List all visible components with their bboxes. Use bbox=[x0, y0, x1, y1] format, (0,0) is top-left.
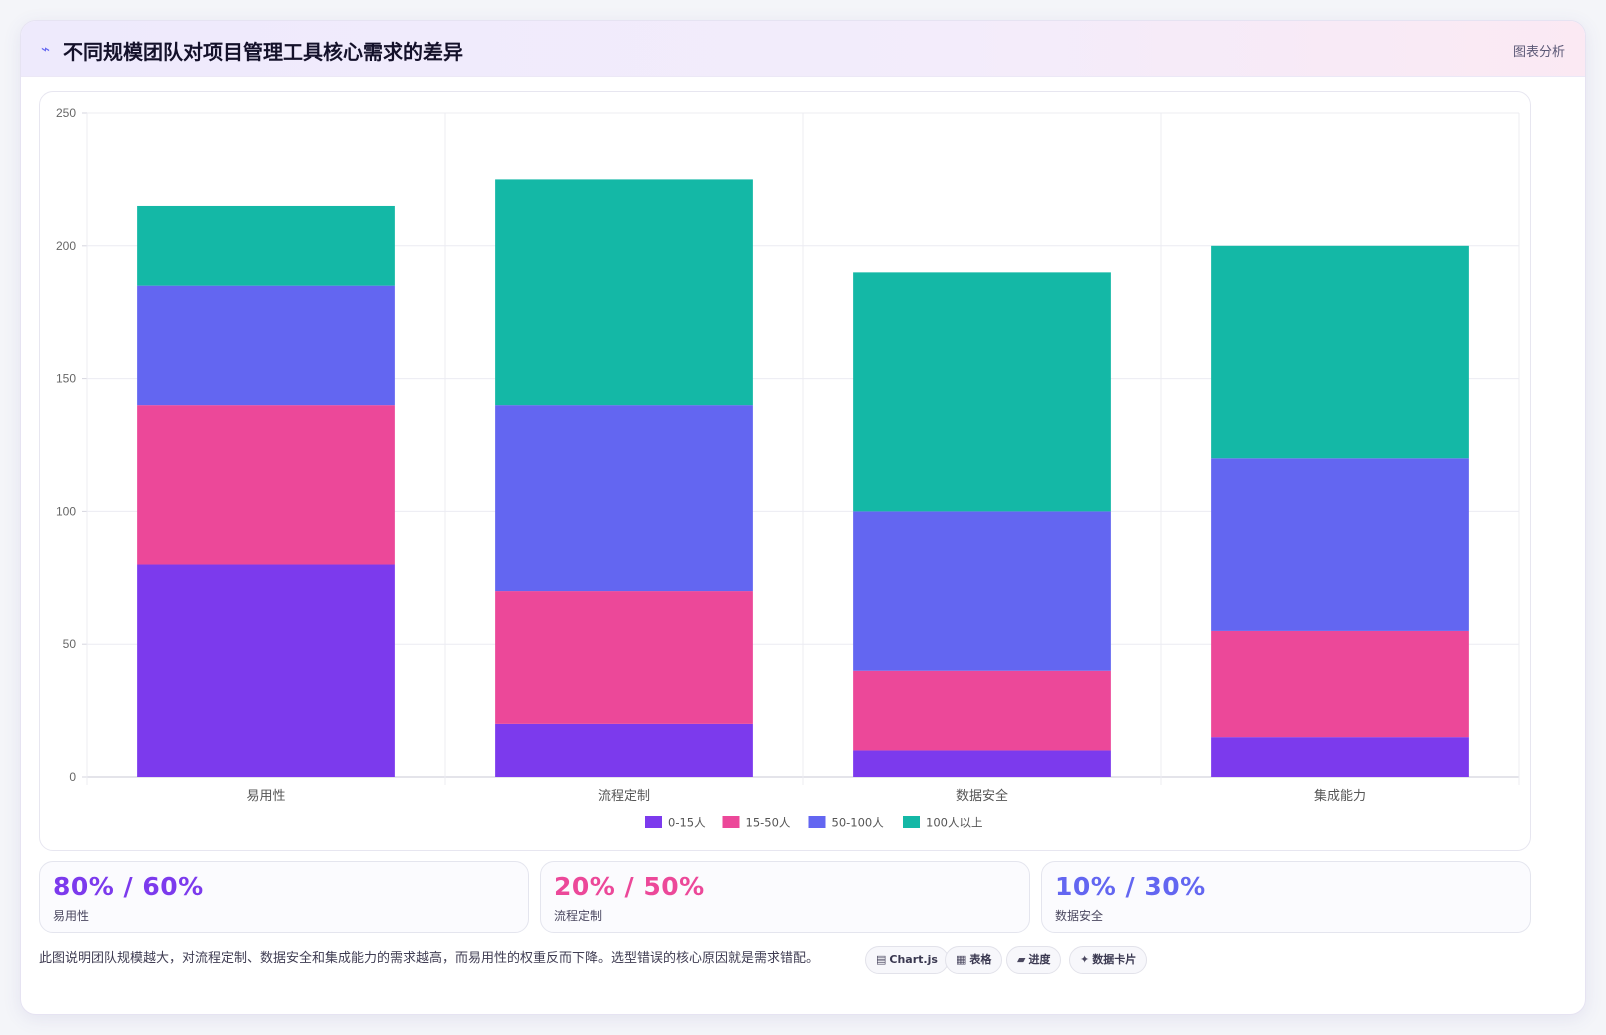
stacked-bar-chart: 0 50 100 150 200 250 易用性 流程定制 数据安全 集成能力 0-15人 15-50… bbox=[56, 106, 1520, 830]
x-tick-label: 数据安全 bbox=[956, 788, 1008, 804]
stat-label: 数据安全 bbox=[1055, 909, 1104, 923]
bar-segment bbox=[1211, 245, 1469, 459]
stat-value: 80% / 60% bbox=[53, 872, 204, 901]
legend-swatch bbox=[903, 816, 920, 828]
x-tick-label: 流程定制 bbox=[598, 789, 650, 804]
y-tick-label: 150 bbox=[56, 372, 76, 386]
bar-segment bbox=[1211, 630, 1469, 738]
card-header: ⌁ 不同规模团队对项目管理工具核心需求的差异 图表分析 bbox=[21, 21, 1585, 77]
bar-segment bbox=[495, 723, 753, 777]
legend-swatch bbox=[808, 816, 826, 828]
y-tick-label: 250 bbox=[56, 106, 76, 120]
page-title: 不同规模团队对项目管理工具核心需求的差异 bbox=[63, 40, 463, 64]
bar-segment bbox=[495, 179, 753, 406]
stat-card-security: 10% / 30% 数据安全 bbox=[1041, 861, 1531, 933]
legend-label: 0-15人 bbox=[668, 816, 706, 830]
sparkle-icon: ✦ bbox=[1080, 953, 1090, 966]
bar-segment bbox=[495, 591, 753, 724]
chart-line-icon: ⌁ bbox=[41, 40, 51, 58]
chip-label: Chart.js bbox=[889, 953, 938, 966]
legend-label: 100人以上 bbox=[926, 816, 982, 830]
bar-segment bbox=[495, 405, 753, 592]
bar-segment bbox=[853, 511, 1111, 671]
bar-segment bbox=[137, 205, 395, 286]
legend-swatch bbox=[722, 816, 740, 828]
bar-segment bbox=[1211, 737, 1469, 777]
chip-table[interactable]: ▦ 表格 bbox=[945, 946, 1003, 974]
bar-segment bbox=[1211, 458, 1469, 631]
x-tick-label: 集成能力 bbox=[1314, 788, 1366, 804]
chip-chartjs[interactable]: ▤ Chart.js bbox=[865, 946, 949, 974]
chart-area: 0 50 100 150 200 250 易用性 流程定制 数据安全 集成能力 0-15人 15-50… bbox=[39, 91, 1531, 851]
legend-label: 50-100人 bbox=[832, 816, 885, 830]
progress-icon: ▰ bbox=[1017, 953, 1026, 966]
chip-label: 表格 bbox=[969, 953, 992, 966]
legend-label: 15-50人 bbox=[746, 816, 791, 830]
table-icon: ▦ bbox=[956, 953, 967, 966]
bar-segment bbox=[137, 564, 395, 777]
chart-icon: ▤ bbox=[876, 953, 887, 966]
header-tag: 图表分析 bbox=[1512, 45, 1565, 60]
stat-label: 流程定制 bbox=[554, 909, 603, 923]
y-tick-label: 50 bbox=[63, 637, 77, 651]
stat-card-workflow: 20% / 50% 流程定制 bbox=[540, 861, 1030, 933]
y-tick-label: 0 bbox=[69, 770, 76, 784]
chip-label: 数据卡片 bbox=[1092, 953, 1137, 966]
x-tick-label: 易用性 bbox=[246, 789, 285, 804]
bar-segment bbox=[853, 670, 1111, 751]
chip-data-card[interactable]: ✦ 数据卡片 bbox=[1069, 946, 1148, 974]
chart-note: 此图说明团队规模越大，对流程定制、数据安全和集成能力的需求越高，而易用性的权重反… bbox=[39, 951, 820, 966]
bar-segment bbox=[853, 750, 1111, 777]
stat-value: 20% / 50% bbox=[554, 872, 705, 901]
chart-card: ⌁ 不同规模团队对项目管理工具核心需求的差异 图表分析 0 50 100 150 200… bbox=[20, 20, 1586, 1015]
y-tick-label: 100 bbox=[56, 504, 76, 518]
y-tick-label: 200 bbox=[56, 239, 76, 253]
legend-swatch bbox=[645, 816, 662, 828]
stat-label: 易用性 bbox=[53, 909, 90, 923]
bar-segment bbox=[137, 405, 395, 565]
chip-label: 进度 bbox=[1028, 953, 1051, 966]
bar-segment bbox=[137, 285, 395, 406]
stat-card-usability: 80% / 60% 易用性 bbox=[39, 861, 529, 933]
chip-progress[interactable]: ▰ 进度 bbox=[1006, 946, 1062, 974]
stat-value: 10% / 30% bbox=[1055, 872, 1206, 901]
bar-segment bbox=[853, 272, 1111, 512]
